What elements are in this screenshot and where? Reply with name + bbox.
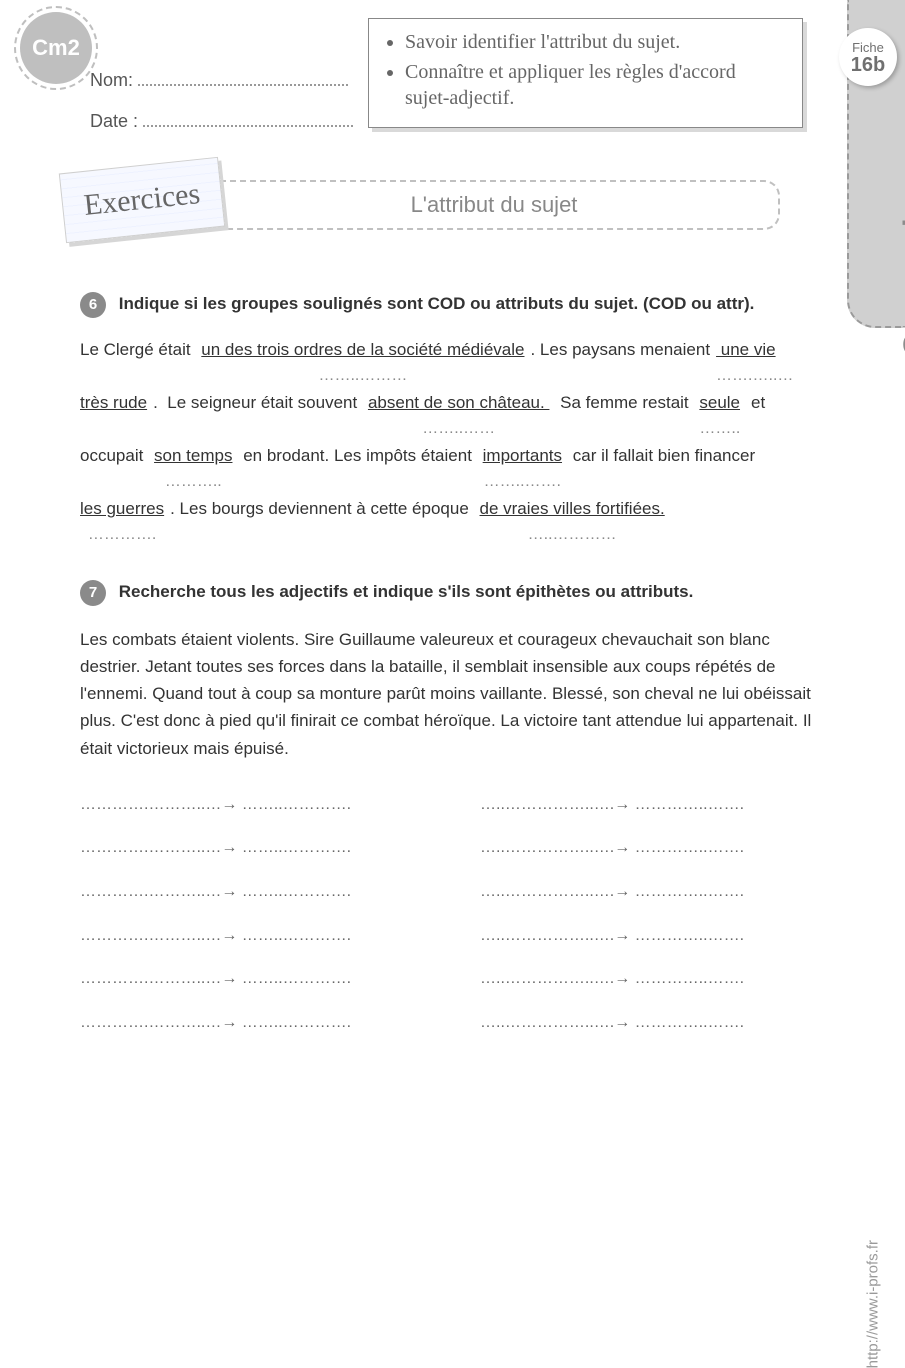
q6-instruction: Indique si les groupes soulignés sont CO… [119, 294, 755, 313]
q6-text: occupait [80, 442, 148, 469]
q6-underlined-text: son temps [154, 442, 232, 469]
q6-text: Le Clergé était [80, 336, 195, 363]
date-row: Date : [90, 111, 353, 132]
q7-header: 7 Recherche tous les adjectifs et indiqu… [80, 578, 820, 606]
q7-answer-grid: ………….………..…→ ……..…………. …..……………..….→ …………… [80, 792, 820, 1036]
date-input-line[interactable] [143, 113, 353, 127]
q6-text: . Les bourgs deviennent à cette époque [170, 495, 473, 522]
q7-answer-line[interactable]: …..……………..….→ …………..……. [480, 966, 820, 992]
nom-label: Nom: [90, 70, 133, 90]
q6-underlined-text: les guerres [80, 495, 164, 522]
q6-segment: de vraies villes fortifiées.…..………… [480, 495, 665, 538]
q7-block: 7 Recherche tous les adjectifs et indiqu… [80, 578, 820, 1035]
q7-answer-line[interactable]: ………….………..…→ ……..…………. [80, 879, 420, 905]
q6-answer-blank[interactable]: …….. [699, 416, 740, 432]
q7-answer-line[interactable]: …..……………..….→ …………..……. [480, 835, 820, 861]
q6-header: 6 Indique si les groupes soulignés sont … [80, 290, 820, 318]
q6-answer-blank[interactable]: …….…..… [716, 363, 793, 379]
q6-body: Le Clergé était un des trois ordres de l… [80, 336, 820, 549]
q6-answer-blank[interactable]: …..………… [480, 522, 665, 538]
q7-number: 7 [80, 580, 106, 606]
q6-segment: occupait [80, 442, 148, 485]
q6-answer-blank[interactable]: ……..……. [483, 469, 562, 485]
q6-underlined-text: très rude [80, 389, 147, 416]
q6-segment: très rude [80, 389, 147, 432]
q6-segment: car il fallait bien financer [568, 442, 755, 485]
q6-text: et [746, 389, 765, 416]
q7-answer-line[interactable]: …..……………..….→ …………..……. [480, 923, 820, 949]
q6-text: . Les paysans menaient [530, 336, 710, 363]
date-label: Date : [90, 111, 138, 131]
q6-answer-blank[interactable]: ……….. [154, 469, 232, 485]
fiche-badge: Fiche 16b [839, 28, 897, 86]
objectives-box: Savoir identifier l'attribut du sujet. C… [368, 18, 803, 128]
q6-segment: un des trois ordres de la société médiév… [201, 336, 524, 379]
q7-answer-line[interactable]: …..……………..….→ …………..……. [480, 879, 820, 905]
q6-segment: et [746, 389, 765, 432]
nom-input-line[interactable] [138, 72, 348, 86]
q7-answer-line[interactable]: ………….………..…→ ……..…………. [80, 835, 420, 861]
nom-row: Nom: [90, 70, 353, 91]
lesson-title: L'attribut du sujet [210, 180, 780, 230]
exercices-card: Exercices [59, 157, 225, 243]
q6-underlined-text: seule [699, 389, 740, 416]
q6-text: en brodant. Les impôts étaient [238, 442, 476, 469]
q6-segment: . Les bourgs deviennent à cette époque [170, 495, 473, 538]
fiche-label: Fiche [852, 40, 884, 55]
q6-answer-blank[interactable]: ……..…… [368, 416, 549, 432]
q6-text: car il fallait bien financer [568, 442, 755, 469]
q6-answer-blank[interactable]: …………. [80, 522, 164, 538]
q6-segment: Sa femme restait [555, 389, 693, 432]
q7-answer-line[interactable]: ………….………..…→ ……..…………. [80, 966, 420, 992]
q7-answer-line[interactable]: ………….………..…→ ……..…………. [80, 1010, 420, 1036]
q6-segment: seule…….. [699, 389, 740, 432]
q6-text: Sa femme restait [555, 389, 693, 416]
objective-1: Savoir identifier l'attribut du sujet. [405, 29, 784, 55]
q7-instruction: Recherche tous les adjectifs et indique … [119, 582, 694, 601]
q6-segment: une vie…….…..… [716, 336, 793, 379]
subject-vertical: Grammaire [897, 188, 905, 357]
q6-underlined-text: une vie [716, 336, 793, 363]
q6-segment: son temps……….. [154, 442, 232, 485]
q6-segment: absent de son château. ……..…… [368, 389, 549, 432]
q6-underlined-text: absent de son château. [368, 389, 549, 416]
q7-answer-line[interactable]: …..……………..….→ …………..……. [480, 1010, 820, 1036]
q6-segment: Le Clergé était [80, 336, 195, 379]
q6-segment: importants……..……. [483, 442, 562, 485]
q7-answer-line[interactable]: ………….………..…→ ……..…………. [80, 923, 420, 949]
q6-number: 6 [80, 292, 106, 318]
level-badge: Cm2 [20, 12, 92, 84]
q6-text: . Le seigneur était souvent [153, 389, 362, 416]
q7-answer-line[interactable]: …..……………..….→ …………..……. [480, 792, 820, 818]
content: 6 Indique si les groupes soulignés sont … [80, 290, 820, 1035]
q6-underlined-text: de vraies villes fortifiées. [480, 495, 665, 522]
q6-segment: . Les paysans menaient [530, 336, 710, 379]
objective-2: Connaître et appliquer les règles d'acco… [405, 59, 784, 111]
q6-segment: en brodant. Les impôts étaient [238, 442, 476, 485]
q7-answer-line[interactable]: ………….………..…→ ……..…………. [80, 792, 420, 818]
q6-answer-blank[interactable]: ……..……… [201, 363, 524, 379]
meta-fields: Nom: Date : [90, 70, 353, 152]
footer-url: http://www.i-profs.fr [864, 1240, 881, 1368]
q6-underlined-text: importants [483, 442, 562, 469]
q6-segment: . Le seigneur était souvent [153, 389, 362, 432]
q6-underlined-text: un des trois ordres de la société médiév… [201, 336, 524, 363]
q6-segment: les guerres…………. [80, 495, 164, 538]
fiche-number: 16b [851, 55, 885, 75]
q7-paragraph: Les combats étaient violents. Sire Guill… [80, 626, 820, 762]
